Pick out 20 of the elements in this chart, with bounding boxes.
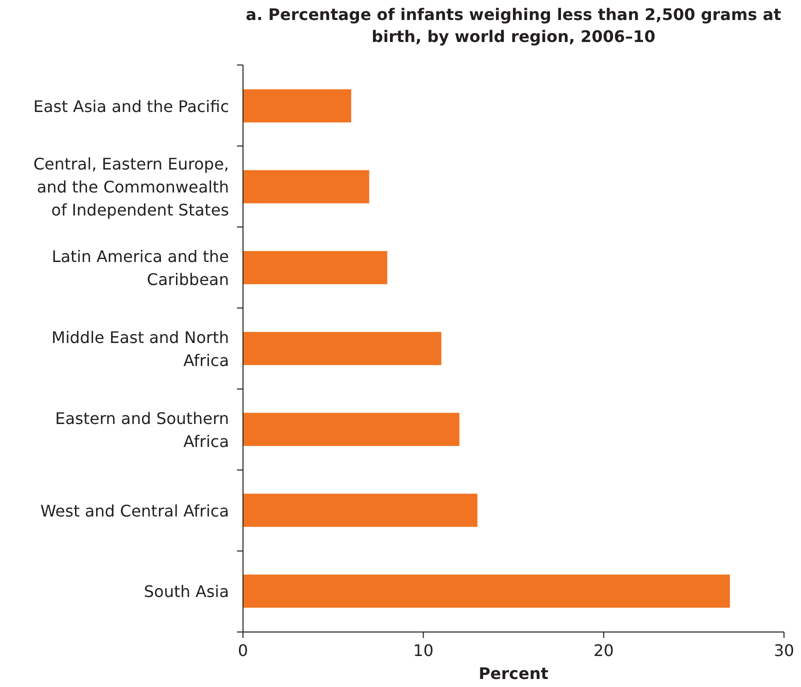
x-tick-label: 10 xyxy=(413,641,434,660)
y-tick-label: Eastern and Southern Africa xyxy=(55,408,229,451)
bar xyxy=(243,574,730,608)
bar xyxy=(243,89,352,122)
y-tick-label: Latin America and the Caribbean xyxy=(52,247,229,290)
y-tick-label: West and Central Africa xyxy=(40,501,229,520)
x-tick-label: 0 xyxy=(238,641,248,660)
x-axis-title: Percent xyxy=(478,664,549,683)
bar xyxy=(243,412,460,446)
bar xyxy=(243,332,442,366)
y-tick-label: East Asia and the Pacific xyxy=(33,96,229,116)
y-tick-label: Middle East and North Africa xyxy=(52,328,229,370)
x-tick-label: 20 xyxy=(593,641,614,660)
y-tick-label: South Asia xyxy=(144,582,229,602)
y-tick-label: Central, Eastern Europe, and the Commonwealth of Independent States xyxy=(33,154,229,220)
bar xyxy=(243,494,478,527)
bar xyxy=(243,251,388,284)
x-tick-label: 30 xyxy=(774,641,794,660)
bar xyxy=(243,170,370,204)
chart-title: a. Percentage of infants weighing less than 2,500 grams at birth, by world region, 2006–10 xyxy=(246,5,782,46)
